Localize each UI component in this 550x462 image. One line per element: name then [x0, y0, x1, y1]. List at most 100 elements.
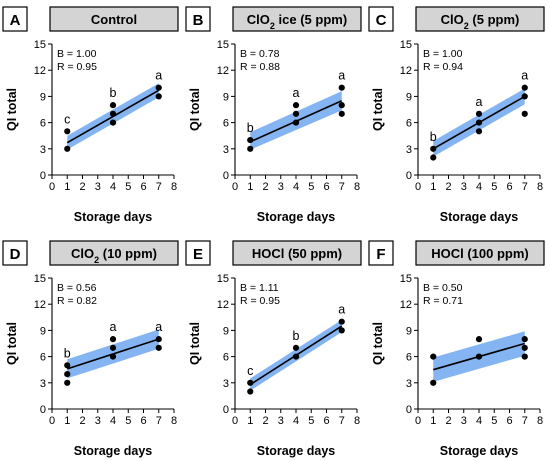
panel-letter: D	[10, 246, 21, 263]
x-axis-title: Storage days	[74, 444, 153, 458]
y-tick-label: 0	[40, 170, 46, 182]
panel-letter-box	[368, 6, 394, 32]
correlation-label: R = 0.88	[240, 61, 280, 73]
x-tick-label: 2	[79, 181, 85, 193]
x-tick-label: 1	[430, 181, 436, 193]
x-tick-label: 0	[415, 415, 421, 427]
data-point	[109, 119, 117, 126]
panel-title-part: ClO	[71, 246, 94, 261]
data-point	[475, 336, 483, 343]
x-tick-label: 3	[278, 415, 284, 427]
y-tick-label: 15	[400, 39, 412, 51]
x-tick-label: 0	[49, 415, 55, 427]
x-tick-label: 8	[537, 415, 543, 427]
x-tick-label: 7	[522, 415, 528, 427]
x-axis-title: Storage days	[440, 444, 519, 458]
data-point	[64, 379, 71, 386]
x-tick-label: 0	[415, 181, 421, 193]
data-point	[292, 110, 300, 117]
panel-title-part: HOCl (50 ppm)	[252, 246, 342, 261]
data-point	[338, 318, 345, 325]
data-point	[338, 84, 345, 91]
x-tick-label: 4	[476, 181, 482, 193]
slope-label: B = 1.00	[57, 48, 97, 60]
y-tick-label: 15	[34, 39, 46, 51]
x-tick-label: 8	[171, 181, 177, 193]
panel-title: ClO2 (5 ppm)	[441, 12, 520, 31]
y-tick-label: 9	[406, 91, 412, 103]
x-tick-label: 5	[308, 415, 314, 427]
significance-letter: c	[247, 364, 253, 378]
data-point	[430, 154, 437, 161]
data-point	[475, 119, 483, 126]
significance-letter: b	[64, 346, 71, 360]
panel-b: B ClO2 ice (5 ppm)0 1 2 3 4 5 6 7 803691215Storag…	[185, 6, 362, 224]
data-point	[292, 344, 300, 351]
y-tick-label: 9	[223, 91, 229, 103]
data-point	[292, 102, 300, 109]
x-tick-label: 8	[354, 181, 360, 193]
data-point	[109, 336, 117, 343]
significance-letter: b	[110, 86, 117, 100]
x-tick-label: 6	[323, 181, 329, 193]
title-strip	[415, 6, 545, 32]
correlation-label: R = 0.71	[423, 295, 463, 307]
panel-title-part: Control	[91, 12, 137, 27]
y-axis-title: QI total	[5, 88, 19, 131]
y-tick-label: 12	[217, 65, 229, 77]
panel-letter-box	[185, 240, 211, 266]
panel-letter: B	[193, 12, 204, 29]
x-tick-label: 7	[156, 181, 162, 193]
x-tick-label: 2	[262, 415, 268, 427]
significance-letter: a	[521, 69, 528, 83]
x-tick-label: 7	[339, 415, 345, 427]
y-tick-label: 3	[223, 378, 229, 390]
data-point	[109, 344, 117, 351]
data-point	[521, 336, 528, 343]
panel-title-part: ClO	[247, 12, 270, 27]
panel-title: Control	[91, 12, 137, 27]
x-tick-label: 2	[445, 415, 451, 427]
data-point	[155, 84, 162, 91]
x-tick-label: 1	[64, 415, 70, 427]
data-point	[64, 145, 71, 152]
y-tick-label: 9	[40, 325, 46, 337]
panel-letter: F	[376, 246, 385, 263]
data-point	[247, 388, 254, 395]
x-tick-label: 3	[278, 181, 284, 193]
x-tick-label: 1	[64, 181, 70, 193]
data-point	[475, 128, 483, 135]
y-tick-label: 12	[400, 65, 412, 77]
y-tick-label: 3	[40, 378, 46, 390]
significance-letter: a	[338, 303, 345, 317]
significance-letter: a	[155, 69, 162, 83]
significance-letter: b	[293, 329, 300, 343]
x-tick-label: 1	[247, 181, 253, 193]
data-point	[521, 344, 528, 351]
x-tick-label: 4	[293, 181, 299, 193]
x-tick-label: 3	[95, 415, 101, 427]
y-tick-label: 6	[40, 352, 46, 364]
y-tick-label: 3	[40, 144, 46, 156]
panel-f: F HOCl (100 ppm)0 1 2 3 4 5 6 7 803691215Storage …	[368, 240, 545, 458]
x-tick-label: 5	[125, 415, 131, 427]
significance-letter: a	[155, 320, 162, 334]
y-tick-label: 6	[40, 118, 46, 130]
slope-label: B = 0.50	[423, 282, 463, 294]
data-point	[247, 379, 254, 386]
data-point	[521, 84, 528, 91]
x-tick-label: 8	[171, 415, 177, 427]
x-tick-label: 3	[461, 181, 467, 193]
slope-label: B = 0.78	[240, 48, 280, 60]
y-tick-label: 6	[406, 118, 412, 130]
x-tick-label: 4	[293, 415, 299, 427]
y-axis-title: QI total	[371, 88, 385, 131]
data-point	[475, 353, 483, 360]
title-strip	[49, 6, 179, 32]
panel-title-subscript: 2	[94, 255, 99, 265]
x-tick-label: 6	[140, 415, 146, 427]
